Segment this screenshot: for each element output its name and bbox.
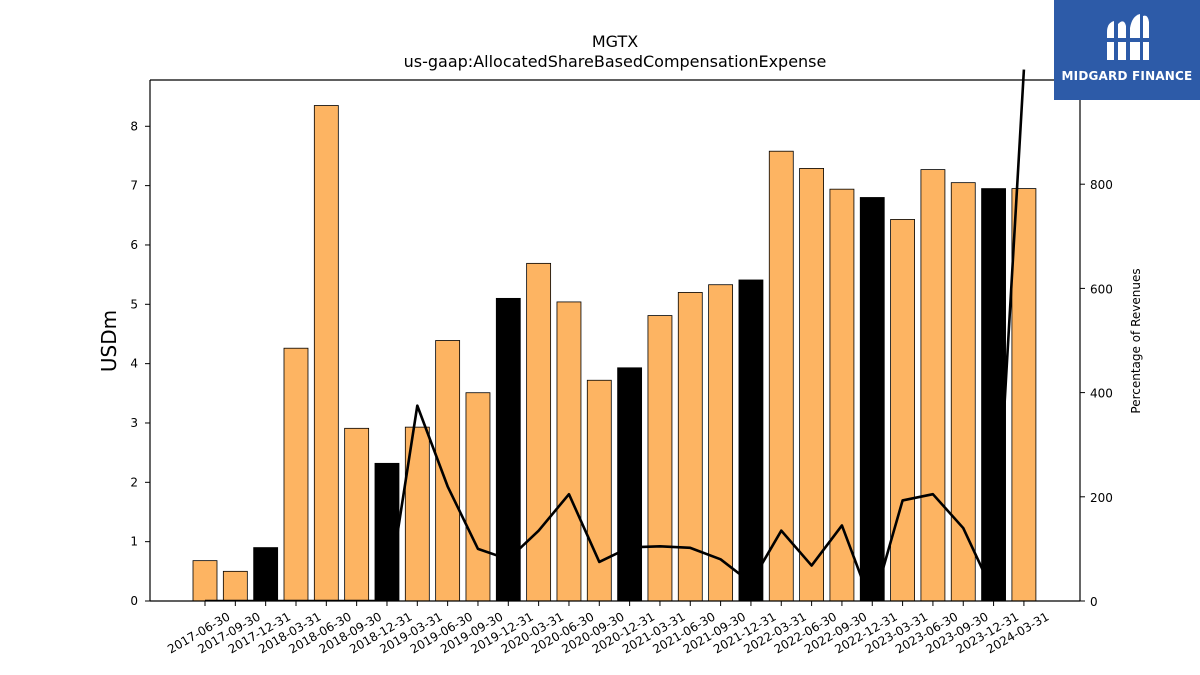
percentage-line [205,69,1026,601]
y2-tick-label: 600 [1090,282,1113,296]
y2-tick-label: 800 [1090,178,1113,192]
bar [708,284,734,602]
bar [1011,188,1037,602]
bar [981,188,1006,602]
bar [556,301,582,602]
bar [586,379,612,602]
y2-axis-label: Percentage of Revenues [1129,268,1143,413]
bar [617,367,643,602]
bar [920,169,946,602]
y-tick-label: 2 [130,475,138,489]
bar [344,427,370,602]
bar [677,292,703,602]
y-tick-label: 5 [130,297,138,311]
bar [465,392,491,602]
bar [799,168,824,602]
midgard-finance-logo: MIDGARD FINANCE [1054,0,1200,100]
logo-text: MIDGARD FINANCE [1061,69,1193,83]
chart-title: MGTX [592,32,638,51]
bar [192,560,218,602]
bar [950,182,976,602]
bar [253,547,279,602]
bar [859,197,885,602]
line-series [205,69,1026,601]
y-tick-label: 6 [130,238,138,252]
bar [435,340,461,602]
bar [222,570,248,602]
y2-tick-label: 400 [1090,387,1113,401]
bar [526,262,552,602]
bar [283,347,309,602]
chart-subtitle: us-gaap:AllocatedShareBasedCompensationE… [404,52,827,71]
y-axis-label: USDm [97,310,121,372]
y-tick-label: 0 [130,594,138,608]
midgard-m-logo-icon [1105,14,1151,61]
y-tick-label: 7 [130,179,138,193]
y-tick-label: 1 [130,535,138,549]
y-tick-label: 8 [130,119,138,133]
bar [829,188,855,602]
bar [768,150,794,602]
bar [738,279,764,602]
bar [374,462,400,602]
bar [313,105,339,602]
y-tick-label: 3 [130,416,138,430]
bar-series [192,105,1037,602]
bar [647,315,673,602]
y2-tick-label: 200 [1090,491,1113,505]
bar [890,219,915,602]
y2-tick-label: 0 [1090,595,1098,609]
y-tick-label: 4 [130,357,138,371]
